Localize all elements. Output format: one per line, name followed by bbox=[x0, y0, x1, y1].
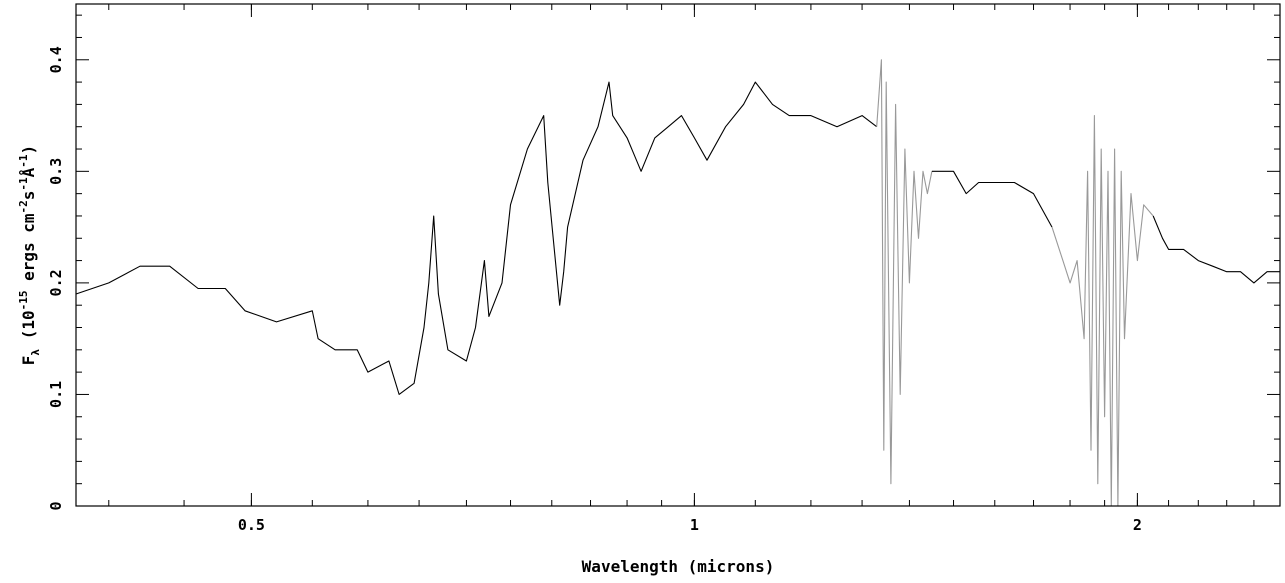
axis-tick-labels: 0.5 1 2 0 0.1 0.2 0.3 0.4 bbox=[47, 46, 1142, 534]
y-tick-label: 0.1 bbox=[47, 381, 65, 408]
x-axis-title: Wavelength (microns) bbox=[582, 557, 775, 576]
y-tick-label: 0.4 bbox=[47, 46, 65, 73]
spectrum-segment-1 bbox=[876, 59, 933, 485]
x-tick-label: 2 bbox=[1133, 516, 1142, 534]
y-tick-label: 0.2 bbox=[47, 269, 65, 296]
y-label-exp-15: -15 bbox=[17, 291, 30, 311]
y-label-angstrom: Å bbox=[19, 167, 38, 177]
y-label-exp-2: -2 bbox=[17, 200, 30, 213]
y-tick-label: 0 bbox=[47, 501, 65, 510]
spectrum-segment-2 bbox=[931, 170, 1053, 228]
y-label-lambda: λ bbox=[29, 349, 42, 356]
x-tick-label: 1 bbox=[690, 516, 699, 534]
y-label-exp-1b: -1 bbox=[17, 154, 30, 168]
spectrum-segment-4 bbox=[1152, 215, 1280, 284]
spectrum-segment-0 bbox=[75, 81, 878, 395]
spectrum-lines bbox=[75, 59, 1280, 507]
plot-frame bbox=[75, 3, 1281, 507]
x-tick-label: 0.5 bbox=[238, 516, 265, 534]
y-label-f: F bbox=[19, 356, 38, 366]
y-label-ergs: ergs cm bbox=[19, 213, 38, 290]
y-tick-label: 0.3 bbox=[47, 158, 65, 185]
y-label-s: s bbox=[19, 191, 38, 201]
axis-ticks bbox=[76, 4, 1281, 507]
spectrum-segment-3 bbox=[1051, 115, 1154, 507]
y-axis-title: Fλ (10-15 ergs cm-2s-1Å-1) bbox=[17, 145, 42, 365]
y-label-close: ) bbox=[19, 145, 38, 155]
y-label-exp-1a: -1 bbox=[17, 177, 30, 191]
y-label-open: (10 bbox=[19, 310, 38, 349]
